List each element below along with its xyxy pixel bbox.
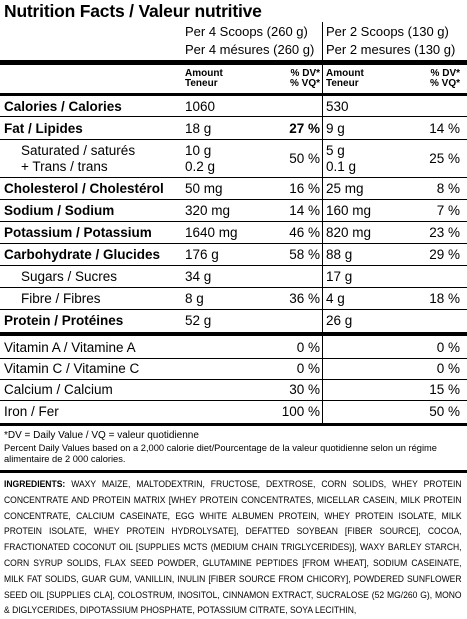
protein-divider	[0, 332, 467, 336]
amount-col2-calories: 530	[326, 99, 349, 114]
dv-col1-iron: 100 %	[281, 404, 320, 419]
row-divider	[0, 400, 467, 401]
amount-header-col2: Amount Teneur	[326, 68, 364, 89]
row-divider	[0, 177, 467, 178]
column-divider	[322, 22, 323, 424]
nutrient-label-vitamin-a: Vitamin A / Vitamine A	[4, 340, 136, 355]
amount-col1-cholesterol: 50 mg	[185, 181, 223, 196]
amount-col2-sugars: 17 g	[326, 269, 353, 284]
row-divider	[0, 287, 467, 288]
row-divider	[0, 199, 467, 200]
dv-col2-iron: 50 %	[429, 404, 460, 419]
row-divider	[0, 379, 467, 380]
dv-col2-fat: 14 %	[429, 121, 460, 136]
row-divider	[0, 265, 467, 266]
ingredients-label: INGREDIENTS:	[4, 479, 66, 489]
dv-col2-sodium: 7 %	[436, 203, 460, 218]
amount-col2-fibre: 4 g	[326, 291, 345, 306]
amount-col1-sodium: 320 mg	[185, 203, 231, 218]
colhead-divider	[0, 93, 467, 96]
serving-size-col1-en: Per 4 Scoops (260 g)	[185, 24, 308, 39]
amount-col2-cholesterol: 25 mg	[326, 181, 364, 196]
amount-col1-carbohydrate: 176 g	[185, 247, 219, 262]
amount-col2-fat: 9 g	[326, 121, 345, 136]
header-divider	[0, 60, 467, 65]
dv-col2-calcium: 15 %	[429, 382, 460, 397]
dv-col1-carbohydrate: 58 %	[289, 247, 320, 262]
ingredients-list: INGREDIENTS: WAXY MAIZE, MALTODEXTRIN, F…	[4, 477, 462, 619]
dv-header-col1: % DV*% VQ*	[289, 68, 320, 89]
amount-col2-potassium: 820 mg	[326, 225, 372, 240]
amount-header-col1: Amount Teneur	[185, 68, 223, 89]
serving-size-col2-fr: Per 2 mesures (130 g)	[326, 42, 456, 57]
nutrient-label-calories: Calories / Calories	[4, 99, 122, 114]
nutrient-label-saturated: Saturated / saturés	[21, 143, 136, 158]
nutrient-label-protein: Protein / Protéines	[4, 313, 124, 328]
nutrient-label-fibre: Fibre / Fibres	[21, 291, 101, 306]
ingredients-divider	[0, 470, 467, 473]
amount-col2-trans: 0.1 g	[326, 159, 357, 174]
dv-col1-potassium: 46 %	[289, 225, 320, 240]
amount-col2-saturated: 5 g	[326, 143, 345, 158]
amount-col1-fibre: 8 g	[185, 291, 204, 306]
amount-col1-saturated: 10 g	[185, 143, 212, 158]
amount-col1-fat: 18 g	[185, 121, 212, 136]
amount-col1-calories: 1060	[185, 99, 216, 114]
row-divider	[0, 116, 467, 117]
dv-col1-saturated-trans: 50 %	[289, 151, 320, 166]
amount-col1-sugars: 34 g	[185, 269, 212, 284]
amount-col1-protein: 52 g	[185, 313, 212, 328]
nutrient-label-fat: Fat / Lipides	[4, 121, 83, 136]
dv-col2-vitamin-c: 0 %	[436, 361, 460, 376]
nutrient-label-iron: Iron / Fer	[4, 404, 59, 419]
dv-col2-cholesterol: 8 %	[436, 181, 460, 196]
dv-col2-saturated-trans: 25 %	[429, 151, 460, 166]
dv-col1-fibre: 36 %	[289, 291, 320, 306]
nutrient-label-sodium: Sodium / Sodium	[4, 203, 115, 218]
dv-col1-fat: 27 %	[289, 121, 320, 136]
row-divider	[0, 358, 467, 359]
serving-size-col1-fr: Per 4 mésures (260 g)	[185, 42, 315, 57]
amount-col1-trans: 0.2 g	[185, 159, 216, 174]
percent-footnote: Percent Daily Values based on a 2,000 ca…	[4, 443, 437, 464]
dv-footnote: *DV = Daily Value / VQ = valeur quotidie…	[4, 430, 199, 441]
dv-col1-sodium: 14 %	[289, 203, 320, 218]
table-bottom-divider	[0, 423, 467, 426]
nutrient-label-calcium: Calcium / Calcium	[4, 382, 113, 397]
amount-col1-potassium: 1640 mg	[185, 225, 238, 240]
dv-col2-fibre: 18 %	[429, 291, 460, 306]
panel-title: Nutrition Facts / Valeur nutritive	[4, 1, 262, 21]
dv-col1-cholesterol: 16 %	[289, 181, 320, 196]
dv-col1-calcium: 30 %	[289, 382, 320, 397]
ingredients-text: WAXY MAIZE, MALTODEXTRIN, FRUCTOSE, DEXT…	[4, 479, 462, 616]
dv-col2-potassium: 23 %	[429, 225, 460, 240]
nutrient-label-sugars: Sugars / Sucres	[21, 269, 118, 284]
row-divider	[0, 243, 467, 244]
amount-col2-carbohydrate: 88 g	[326, 247, 353, 262]
row-divider	[0, 309, 467, 310]
dv-col1-vitamin-c: 0 %	[296, 361, 320, 376]
amount-col2-protein: 26 g	[326, 313, 353, 328]
dv-col2-vitamin-a: 0 %	[436, 340, 460, 355]
nutrient-label-cholesterol: Cholesterol / Cholestérol	[4, 181, 164, 196]
row-divider	[0, 221, 467, 222]
nutrient-label-vitamin-c: Vitamin C / Vitamine C	[4, 361, 140, 376]
dv-col2-carbohydrate: 29 %	[429, 247, 460, 262]
nutrient-label-potassium: Potassium / Potassium	[4, 225, 152, 240]
dv-col1-vitamin-a: 0 %	[296, 340, 320, 355]
nutrient-label-carbohydrate: Carbohydrate / Glucides	[4, 247, 161, 262]
serving-size-col2-en: Per 2 Scoops (130 g)	[326, 24, 449, 39]
nutrient-label-trans: + Trans / trans	[21, 159, 108, 174]
amount-col2-sodium: 160 mg	[326, 203, 372, 218]
row-divider	[0, 139, 467, 140]
dv-header-col2: % DV*% VQ*	[429, 68, 460, 89]
